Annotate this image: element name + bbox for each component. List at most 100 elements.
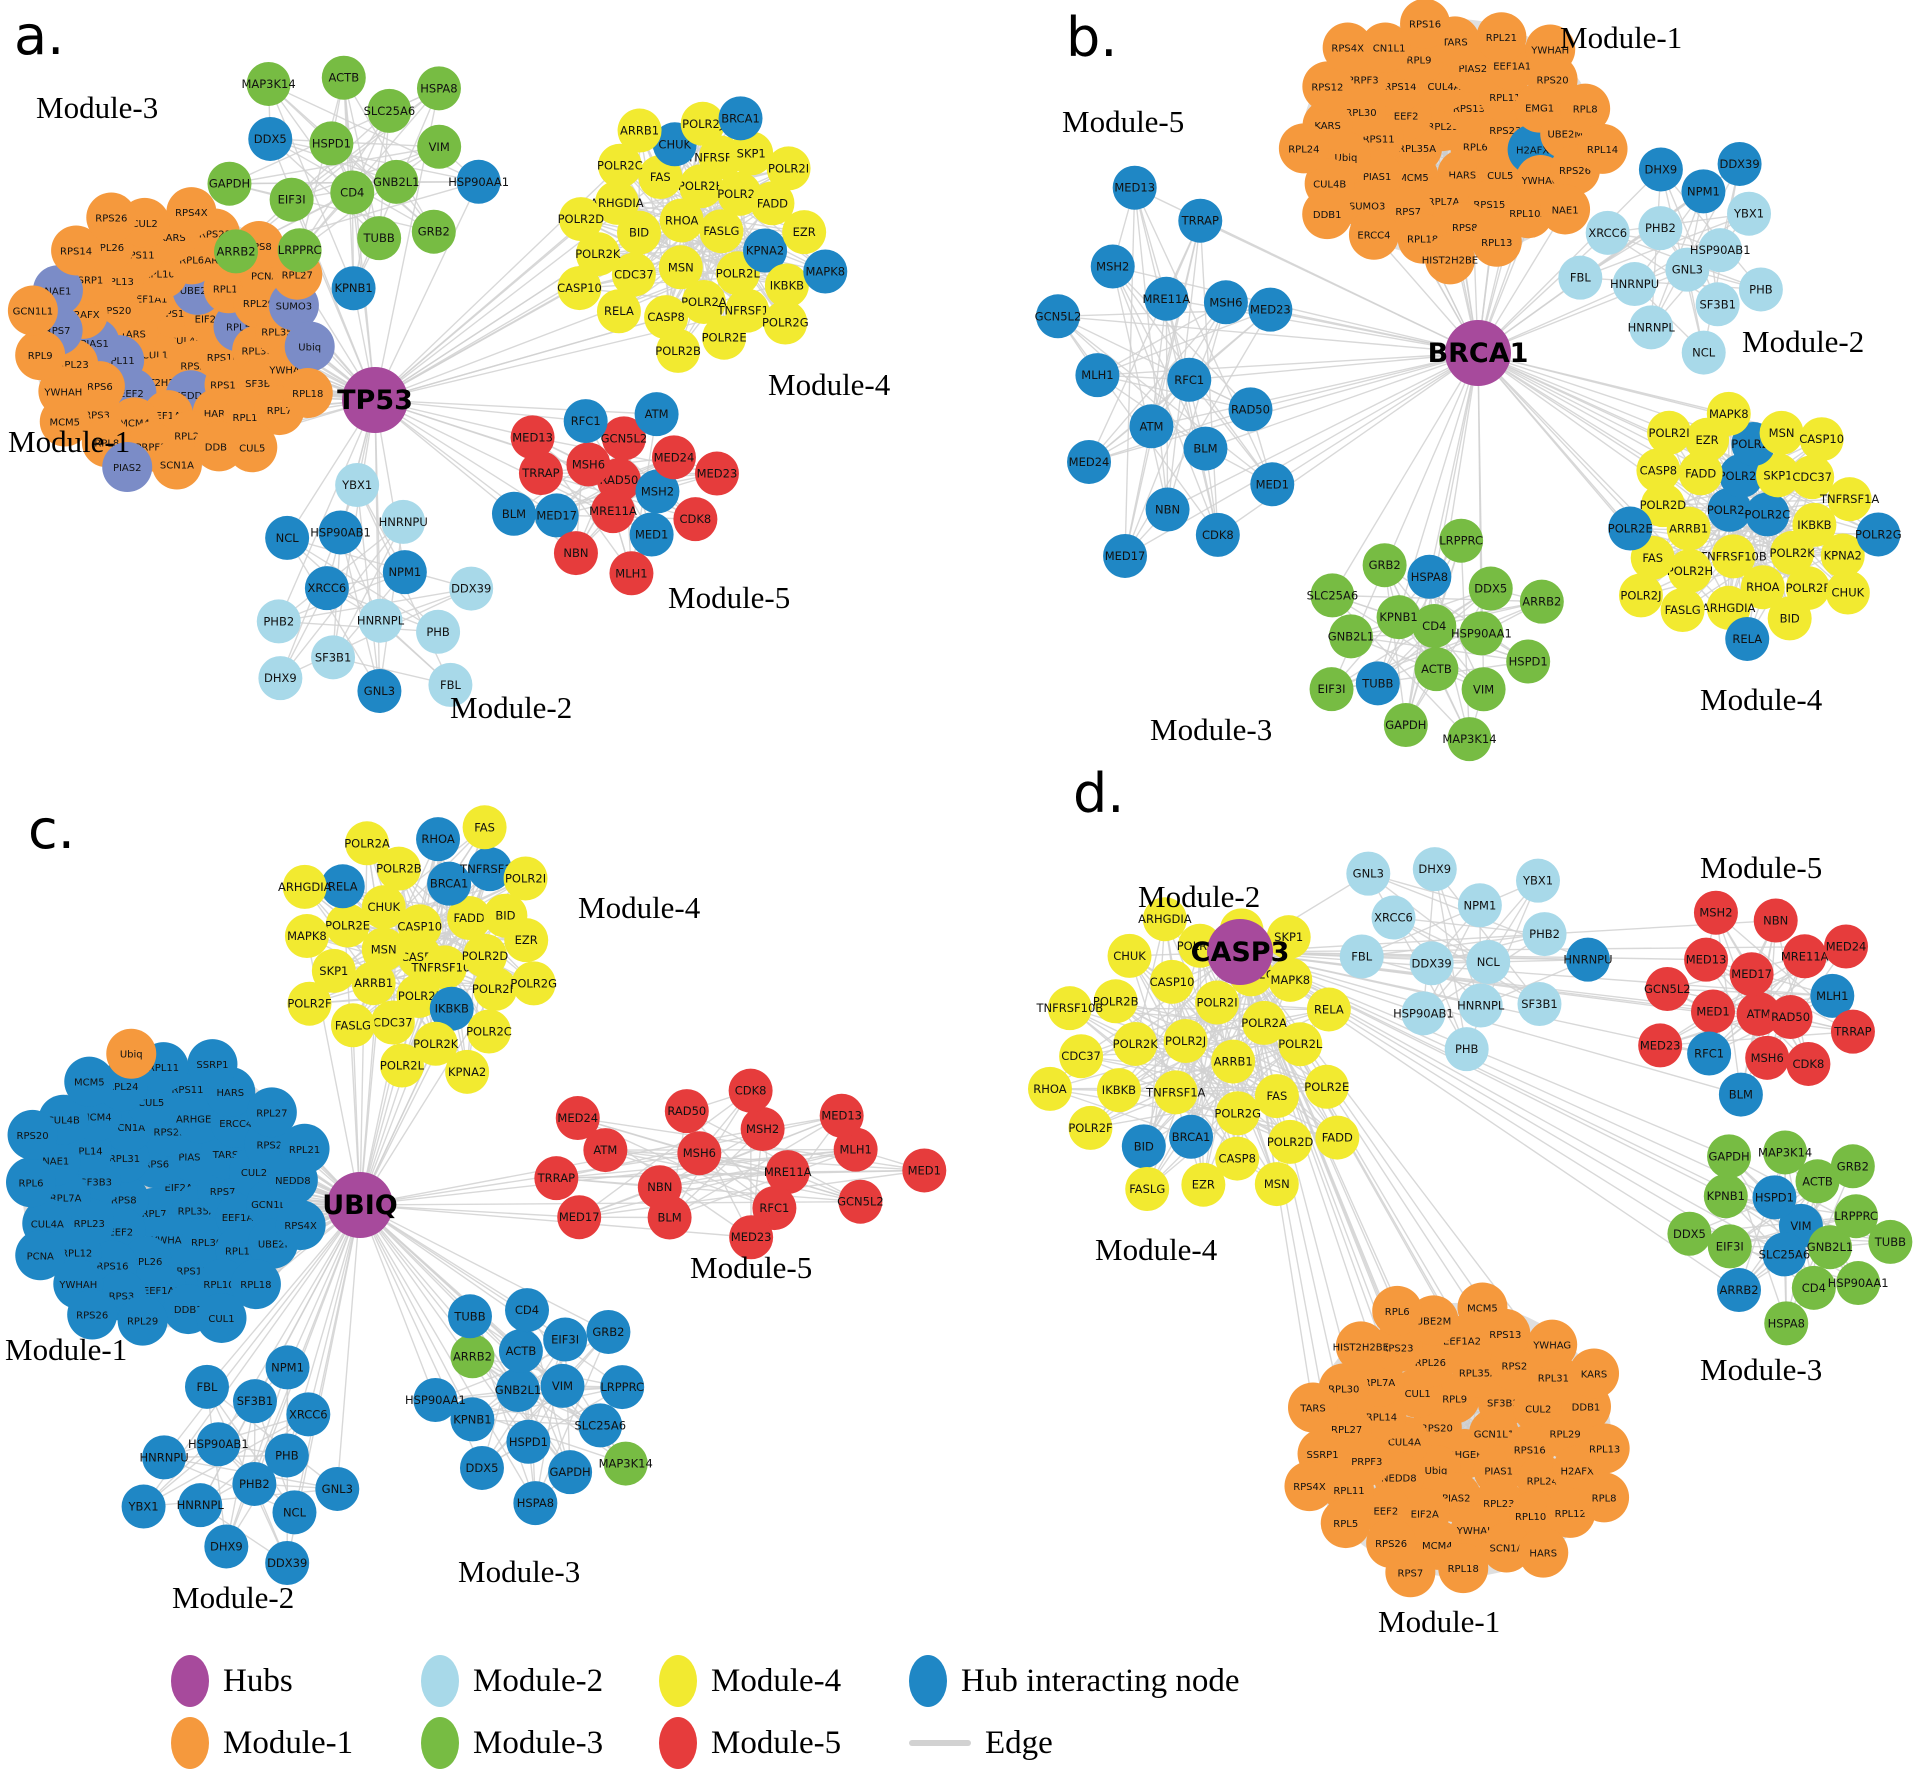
node-KARS[interactable]: [1569, 1348, 1620, 1399]
node-RPS26[interactable]: [86, 192, 137, 243]
node-POLR2B[interactable]: [656, 328, 701, 373]
node-TNFRSF1A[interactable]: [1827, 477, 1872, 522]
node-GAPDH[interactable]: [1707, 1134, 1752, 1179]
node-TNFRSF1A[interactable]: [467, 847, 512, 892]
node-HSP90AB1[interactable]: [1698, 228, 1743, 273]
node-POLR2L[interactable]: [379, 1043, 424, 1088]
node-VIM[interactable]: [1461, 667, 1506, 712]
node-RELA[interactable]: [320, 864, 365, 909]
node-HNRNPL[interactable]: [1629, 305, 1674, 350]
node-POLR2A[interactable]: [345, 821, 390, 866]
node-RPL24[interactable]: [1278, 123, 1329, 174]
node-HSP90AB1[interactable]: [318, 510, 363, 555]
node-EZR[interactable]: [504, 918, 549, 963]
node-ARRB1[interactable]: [617, 108, 662, 153]
node-MSN[interactable]: [1254, 1162, 1299, 1207]
node-ARHGDIA[interactable]: [1142, 897, 1187, 942]
node-MED13[interactable]: [510, 415, 555, 460]
node-CASP10[interactable]: [397, 904, 442, 949]
node-CUL5[interactable]: [227, 422, 278, 473]
node-RPL9[interactable]: [15, 330, 66, 381]
node-POLR2E[interactable]: [702, 315, 747, 360]
node-GCN5L2[interactable]: [838, 1179, 883, 1224]
node-EIF3I[interactable]: [1707, 1224, 1752, 1269]
node-EZR[interactable]: [1181, 1162, 1226, 1207]
node-FBL[interactable]: [184, 1364, 229, 1409]
node-RPL5[interactable]: [1320, 1498, 1371, 1549]
node-MAPK8[interactable]: [803, 249, 848, 294]
node-CDC37[interactable]: [1059, 1034, 1104, 1079]
node-CD4[interactable]: [330, 170, 375, 215]
node-HSPA8[interactable]: [513, 1481, 558, 1526]
node-POLR2I[interactable]: [503, 856, 548, 901]
node-MAP3K14[interactable]: [1763, 1130, 1808, 1175]
node-HSPA8[interactable]: [1407, 554, 1452, 599]
node-MED23[interactable]: [1248, 287, 1293, 332]
node-RPL18[interactable]: [1438, 1543, 1489, 1594]
node-CD4[interactable]: [1412, 604, 1457, 649]
node-HNRNPU[interactable]: [1612, 262, 1657, 307]
node-BRCA1[interactable]: [1169, 1114, 1214, 1159]
node-GNB2L1[interactable]: [374, 159, 419, 204]
node-CASP10[interactable]: [557, 266, 602, 311]
node-POLR2I[interactable]: [766, 146, 811, 191]
node-DHX9[interactable]: [1412, 847, 1457, 892]
node-GNB2L1[interactable]: [1808, 1225, 1853, 1270]
node-TRRAP[interactable]: [518, 451, 563, 496]
node-CHUK[interactable]: [1107, 933, 1152, 978]
node-RELA[interactable]: [596, 289, 641, 334]
node-FADD[interactable]: [1678, 451, 1723, 496]
node-SKP1[interactable]: [311, 948, 356, 993]
node-POLR2E[interactable]: [1608, 506, 1653, 551]
node-DDX39[interactable]: [1717, 141, 1762, 186]
node-RPS4X[interactable]: [1284, 1461, 1335, 1512]
node-POLR2C[interactable]: [597, 143, 642, 188]
node-VIM[interactable]: [417, 124, 462, 169]
node-BRCA1[interactable]: [718, 96, 763, 141]
node-MSH6[interactable]: [1745, 1035, 1790, 1080]
node-POLR2H[interactable]: [1667, 548, 1712, 593]
node-TUBB[interactable]: [357, 216, 402, 261]
node-RFC1[interactable]: [1167, 357, 1212, 402]
node-MSH6[interactable]: [677, 1131, 722, 1176]
node-MED1[interactable]: [629, 512, 674, 557]
node-MLH1[interactable]: [1810, 973, 1855, 1018]
node-RPL6[interactable]: [6, 1157, 57, 1208]
node-FASLG[interactable]: [699, 209, 744, 254]
node-XRCC6[interactable]: [1371, 895, 1416, 940]
node-MED17[interactable]: [1729, 952, 1774, 997]
node-SKP1[interactable]: [729, 131, 774, 176]
node-LRPPRC[interactable]: [1439, 518, 1484, 563]
node-RFC1[interactable]: [1687, 1031, 1732, 1076]
node-ARRB1[interactable]: [1211, 1039, 1256, 1084]
node-ATM[interactable]: [1129, 404, 1174, 449]
node-FASLG[interactable]: [1125, 1167, 1170, 1212]
node-PHB[interactable]: [264, 1433, 309, 1478]
node-SKP1[interactable]: [1266, 915, 1311, 960]
node-HNRNPL[interactable]: [358, 598, 403, 643]
node-RPS7[interactable]: [1385, 1547, 1436, 1598]
node-MED23[interactable]: [694, 451, 739, 496]
node-HSPD1[interactable]: [1506, 639, 1551, 684]
node-MED17[interactable]: [534, 493, 579, 538]
node-GAPDH[interactable]: [548, 1450, 593, 1495]
node-HSPD1[interactable]: [309, 121, 354, 166]
node-CDK8[interactable]: [1195, 512, 1240, 557]
node-GRB2[interactable]: [1362, 543, 1407, 588]
node-HSPA8[interactable]: [1764, 1301, 1809, 1346]
node-MAP3K14[interactable]: [603, 1441, 648, 1486]
node-DHX9[interactable]: [1638, 147, 1683, 192]
node-DDX39[interactable]: [265, 1541, 310, 1586]
node-TARS[interactable]: [1287, 1382, 1338, 1433]
node-CD4[interactable]: [505, 1288, 550, 1333]
node-CHUK[interactable]: [361, 885, 406, 930]
node-ACTB[interactable]: [1795, 1159, 1840, 1204]
node-POLR2I[interactable]: [1647, 410, 1692, 455]
node-SLC25A6[interactable]: [1310, 573, 1355, 618]
node-RHOA[interactable]: [1027, 1066, 1072, 1111]
node-MED13[interactable]: [1684, 937, 1729, 982]
node-POLR2K[interactable]: [413, 1021, 458, 1066]
node-RPS14[interactable]: [51, 225, 102, 276]
node-DDX5[interactable]: [1667, 1211, 1712, 1256]
node-RPL18[interactable]: [230, 1259, 281, 1310]
